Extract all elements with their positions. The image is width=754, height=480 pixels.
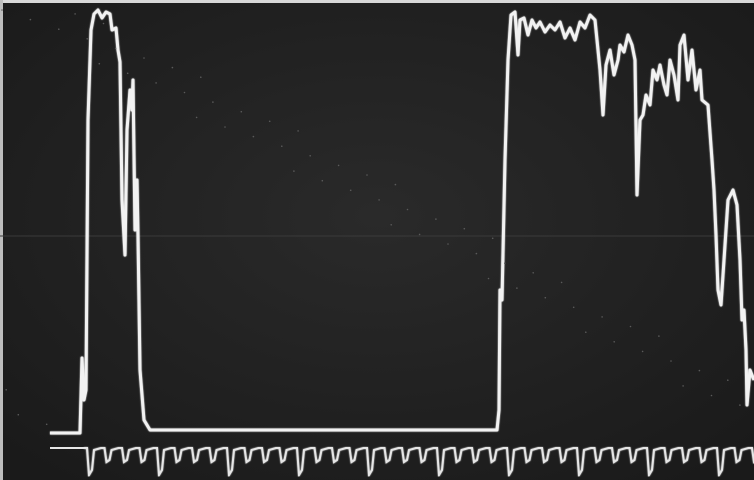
screen-speck [1,9,3,11]
screen-speck [293,170,295,172]
screen-speck [46,424,48,426]
screen-speck [103,23,105,25]
screen-speck [613,341,615,343]
screen-speck [447,243,449,245]
screen-speck [127,73,129,75]
screen-speck [601,316,603,318]
screen-speck [269,121,271,123]
screen-speck [585,331,587,333]
screen-speck [516,287,518,289]
screen-speck [224,126,226,128]
screen-speck [711,395,713,397]
screen-speck [143,57,145,59]
screen-speck [561,282,563,284]
screen-speck [322,180,324,182]
screen-speck [378,199,380,201]
screen-speck [727,379,729,381]
screen-speck [212,101,214,103]
screen-speck [419,234,421,236]
screen-speck [492,238,494,240]
screen-speck [699,370,701,372]
screen-speck [670,360,672,362]
screen-speck [350,190,352,192]
screen-speck [253,136,255,138]
top-edge [0,0,754,3]
screen-speck [435,218,437,220]
screen-speck [338,165,340,167]
screen-speck [200,76,202,78]
screen-speck [74,13,76,15]
screen-speck [281,145,283,147]
screen-speck [58,28,60,30]
screen-speck [5,389,7,391]
screen-speck [545,297,547,299]
screen-speck [630,326,632,328]
screen-speck [682,385,684,387]
screen-speck [155,82,157,84]
screen-speck [184,92,186,94]
screen-speck [115,48,117,50]
screen-speck [739,404,741,406]
screen-speck [476,253,478,255]
screen-speck [532,272,534,274]
screen-speck [297,130,299,132]
screen-speck [309,155,311,157]
screen-speck [99,63,101,65]
screen-speck [18,414,20,416]
screen-speck [658,335,660,337]
screen-speck [196,117,198,119]
screen-speck [390,224,392,226]
screen-speck [30,19,32,21]
screen-speck [488,278,490,280]
screen-speck [573,307,575,309]
screen-speck [395,184,397,186]
screen-speck [642,351,644,353]
screen-speck [366,174,368,176]
screen-speck [241,111,243,113]
screen-speck [504,262,506,264]
screen-background [0,0,754,480]
screen-speck [464,228,466,230]
screen-speck [86,38,88,40]
screen-speck [172,67,174,69]
oscilloscope-photo [0,0,754,480]
left-edge [0,0,3,480]
screen-speck [407,209,409,211]
